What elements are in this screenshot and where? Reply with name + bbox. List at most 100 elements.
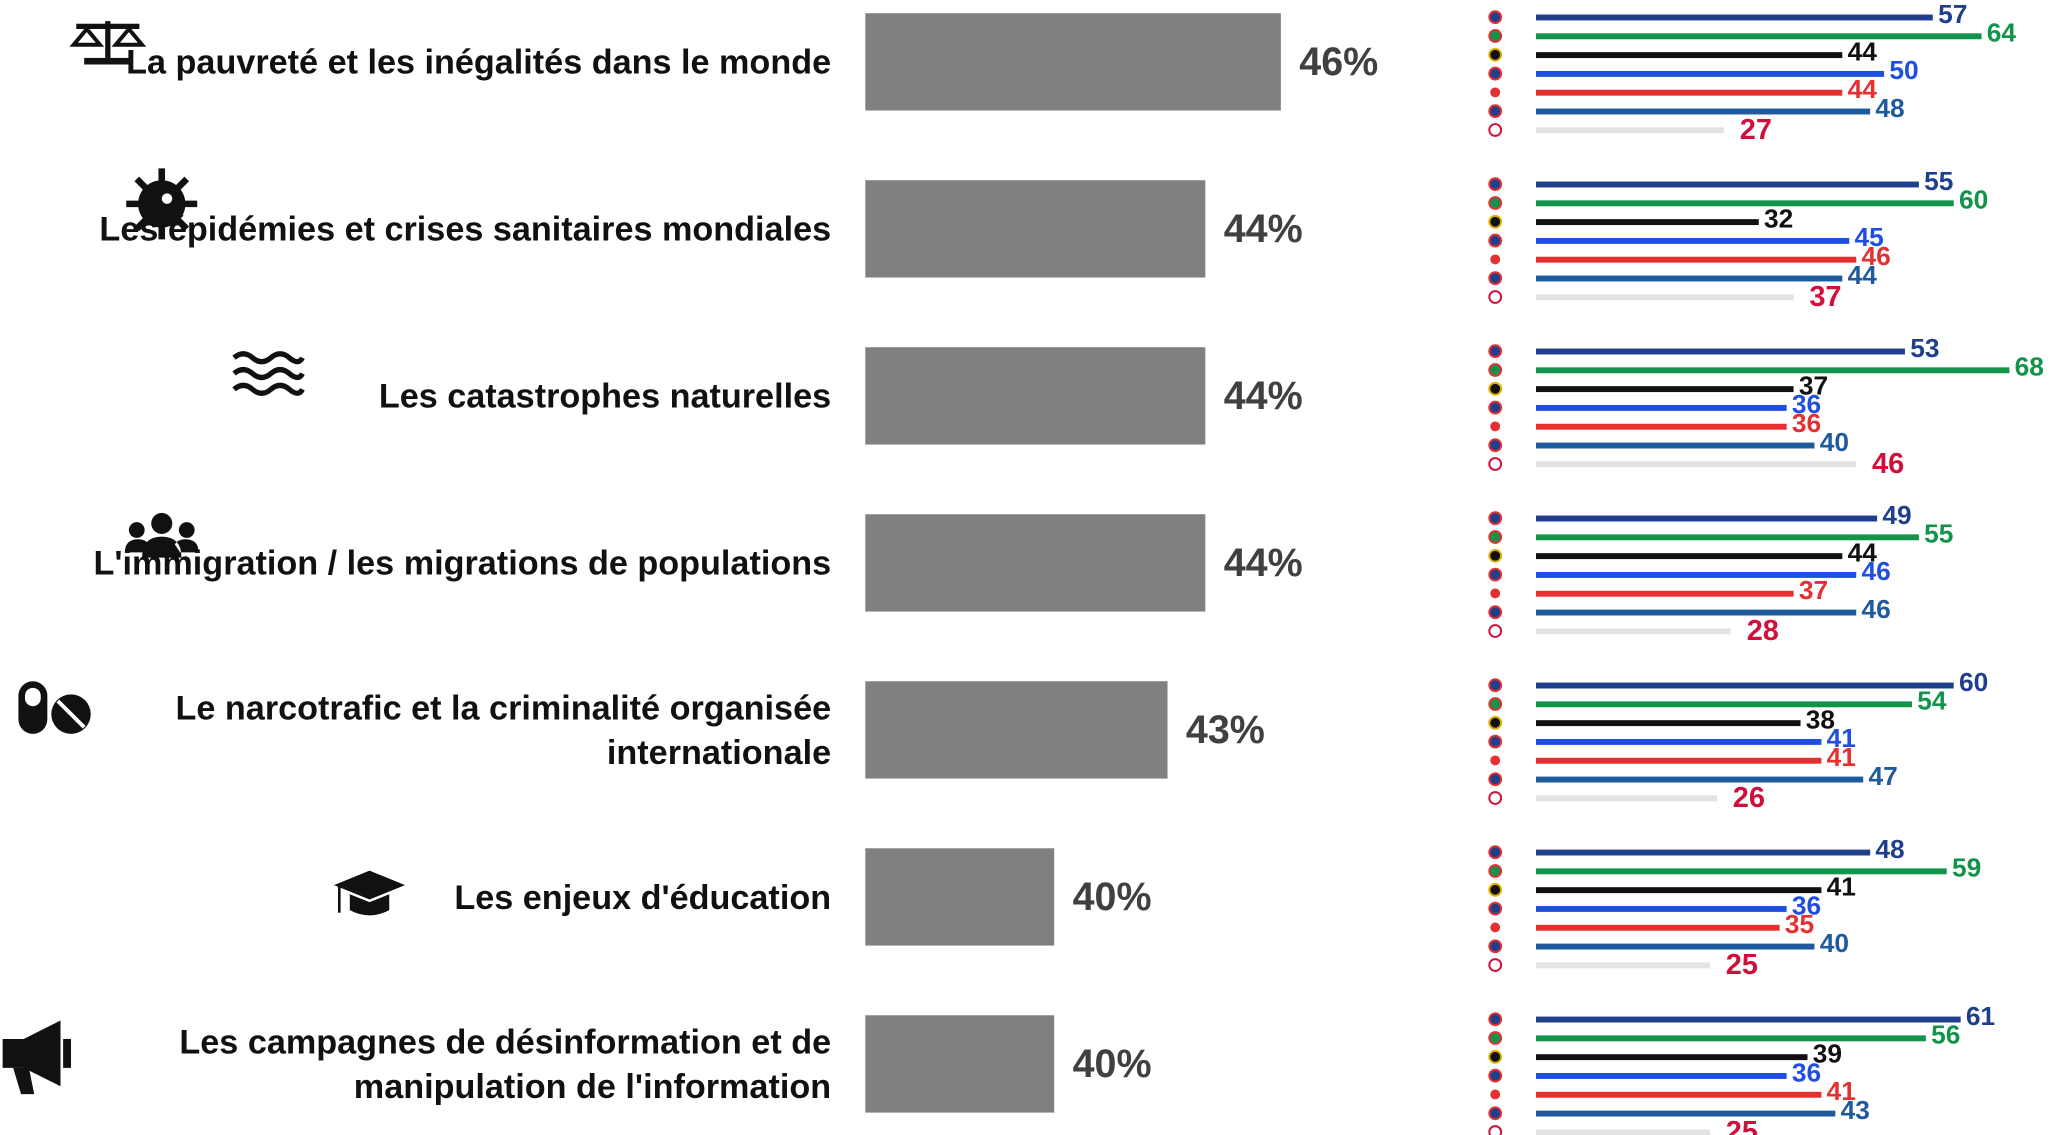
flag	[1488, 177, 1503, 192]
flag	[1488, 958, 1503, 972]
category-box: Le narcotrafic et la criminalité organis…	[176, 688, 832, 772]
value-label: 40%	[1073, 875, 1152, 919]
series-bar	[1535, 720, 1801, 727]
series-bar	[1535, 1129, 1711, 1135]
flags	[1488, 10, 1503, 1135]
category-label: Les épidémies et crises sanitaires mondi…	[99, 209, 832, 249]
series-bar	[1535, 943, 1815, 950]
bar	[865, 681, 1168, 779]
flag	[1488, 66, 1503, 81]
series-bar	[1535, 738, 1822, 745]
series-label: 46	[1861, 556, 1890, 586]
series-label: 37	[1809, 281, 1841, 313]
series-bar	[1535, 553, 1843, 560]
series-bar	[1535, 1054, 1808, 1061]
flag	[1488, 567, 1503, 582]
flag	[1488, 772, 1503, 787]
category-label: L'immigration / les migrations de popula…	[93, 543, 832, 583]
flag	[1488, 697, 1503, 711]
flag	[1488, 400, 1503, 415]
flag	[1488, 10, 1503, 25]
flag	[1488, 734, 1503, 749]
series-label: 43	[1841, 1095, 1870, 1125]
series-label: 47	[1868, 761, 1897, 791]
series-bar	[1535, 442, 1815, 449]
series-label: 37	[1799, 370, 1828, 400]
flag	[1488, 530, 1503, 544]
category-label: Les campagnes de désinformation et de ma…	[179, 1021, 832, 1107]
scales-icon	[69, 21, 147, 65]
series-bar	[1535, 1091, 1822, 1098]
megaphone-icon	[2, 1020, 72, 1095]
flag	[1488, 271, 1503, 286]
category-box: Les enjeux d'éducation	[454, 877, 831, 916]
flag	[1488, 290, 1503, 304]
flag	[1488, 624, 1503, 638]
value-label: 40%	[1073, 1042, 1152, 1086]
flag	[1488, 419, 1503, 434]
series-label: 46	[1861, 594, 1890, 624]
series-label: 39	[1813, 1038, 1842, 1068]
series-label: 44	[1848, 260, 1878, 290]
series-bar	[1535, 701, 1912, 708]
flag	[1488, 344, 1503, 359]
series-bar	[1535, 868, 1947, 875]
flag	[1488, 123, 1503, 137]
flag	[1488, 586, 1503, 601]
series-bar	[1535, 849, 1871, 856]
series-bar	[1535, 294, 1794, 301]
series-bar	[1535, 108, 1871, 115]
series-bar	[1535, 237, 1850, 244]
series-bar	[1535, 682, 1954, 689]
series-label: 54	[1917, 686, 1947, 716]
people-icon	[124, 512, 199, 558]
series-label: 40	[1820, 427, 1849, 457]
flag	[1488, 233, 1503, 248]
bar	[865, 180, 1206, 278]
flag	[1488, 1031, 1503, 1045]
series-bar	[1535, 590, 1794, 597]
series-label: 44	[1848, 537, 1878, 567]
flag	[1488, 882, 1503, 897]
series-label: 53	[1910, 333, 1939, 363]
series-label: 56	[1931, 1020, 1960, 1050]
series-label: 64	[1987, 18, 2017, 48]
flag	[1488, 1125, 1503, 1135]
category-box: La pauvreté et les inégalités dans le mo…	[126, 42, 831, 81]
flag	[1488, 252, 1503, 267]
series-label: 40	[1820, 928, 1849, 958]
series-label: 60	[1959, 667, 1988, 697]
series-label: 32	[1764, 203, 1793, 233]
flag	[1488, 548, 1503, 563]
bar	[865, 848, 1055, 946]
bar	[865, 1015, 1055, 1113]
flag	[1488, 605, 1503, 620]
series-label: 57	[1938, 0, 1967, 29]
series-label: 36	[1792, 890, 1821, 920]
flag	[1488, 1012, 1503, 1027]
series-label: 38	[1806, 704, 1835, 734]
value-label: 44%	[1224, 541, 1303, 585]
category-box: Les catastrophes naturelles	[379, 376, 831, 415]
series-bar	[1535, 423, 1787, 430]
series-bar	[1535, 609, 1857, 616]
flag	[1488, 363, 1503, 377]
series-bar	[1535, 887, 1822, 894]
flag	[1488, 753, 1503, 768]
flag	[1488, 196, 1503, 210]
series-label: 55	[1924, 166, 1953, 196]
flag	[1488, 214, 1503, 229]
series-bar	[1535, 70, 1885, 77]
series-bar	[1535, 1110, 1836, 1117]
series-label: 25	[1726, 1116, 1758, 1135]
series-label: 27	[1740, 114, 1772, 146]
series-bar	[1535, 776, 1864, 783]
series-label: 48	[1875, 834, 1904, 864]
virus-icon	[126, 168, 198, 240]
series-bar	[1535, 795, 1717, 802]
category-box: Les épidémies et crises sanitaires mondi…	[99, 209, 832, 249]
category-box: L'immigration / les migrations de popula…	[93, 543, 832, 583]
series-bar	[1535, 962, 1711, 969]
flag	[1488, 511, 1503, 526]
